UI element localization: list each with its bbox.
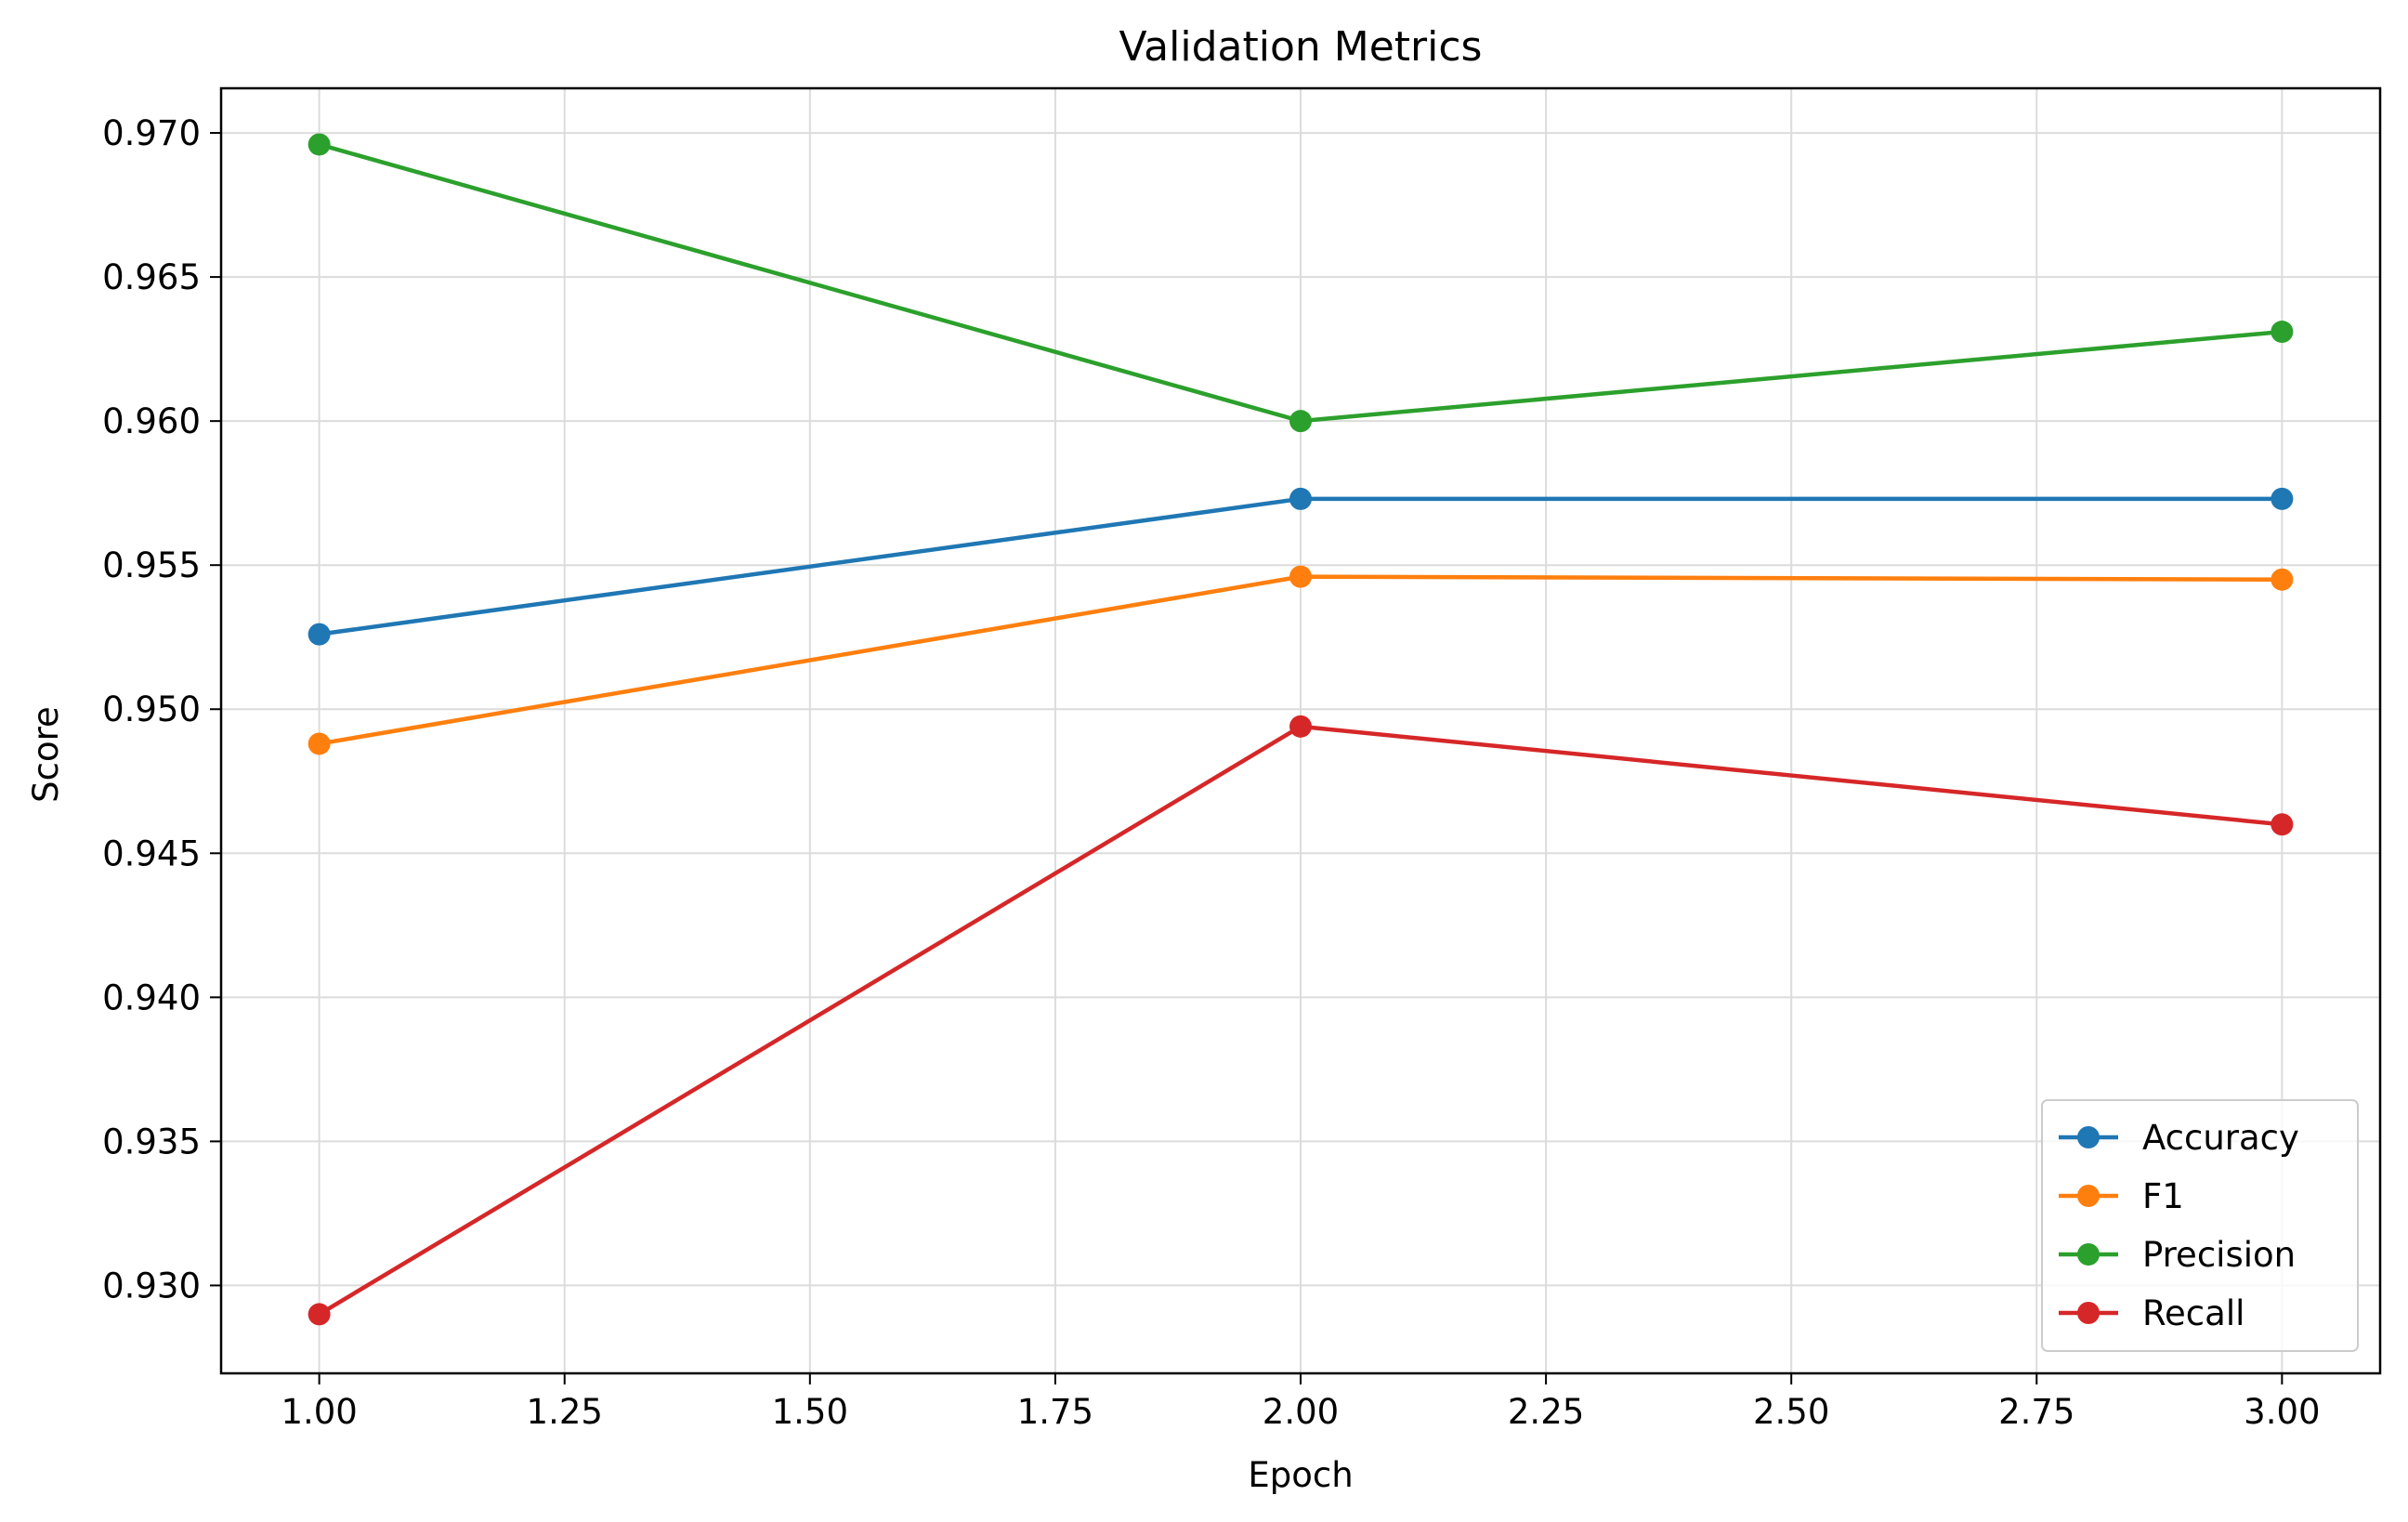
y-tick-label-0: 0.930	[102, 1266, 201, 1306]
series-accuracy	[308, 487, 2294, 646]
legend-box	[2041, 1099, 2359, 1352]
x-tick-label-3: 1.75	[1017, 1392, 1093, 1432]
data-point-precision-0	[308, 133, 331, 156]
data-point-f1-0	[308, 732, 331, 755]
legend-label-f1: F1	[2142, 1176, 2184, 1216]
chart-title: Validation Metrics	[1119, 23, 1483, 71]
y-tick-label-5: 0.955	[102, 545, 201, 585]
legend-swatch-marker-precision	[2077, 1243, 2100, 1266]
y-tick-label-8: 0.970	[102, 113, 201, 153]
data-point-precision-1	[1289, 410, 1312, 433]
data-point-f1-2	[2271, 568, 2294, 591]
series-f1	[308, 565, 2294, 755]
legend: Accuracy F1 Precision Recall	[2041, 1099, 2359, 1352]
y-tick-label-1: 0.935	[102, 1122, 201, 1161]
x-tick-label-8: 3.00	[2244, 1392, 2320, 1432]
data-point-accuracy-0	[308, 623, 331, 646]
data-point-accuracy-2	[2271, 487, 2294, 510]
x-tick-label-7: 2.75	[1998, 1392, 2074, 1432]
x-tick-label-4: 2.00	[1263, 1392, 1339, 1432]
legend-label-accuracy: Accuracy	[2142, 1118, 2299, 1158]
y-tick-label-7: 0.965	[102, 257, 201, 297]
x-tick-label-5: 2.25	[1508, 1392, 1584, 1432]
legend-item-accuracy: Accuracy	[2059, 1118, 2299, 1158]
legend-item-precision: Precision	[2059, 1235, 2296, 1275]
data-point-accuracy-1	[1289, 487, 1312, 510]
x-tick-label-0: 1.00	[281, 1392, 357, 1432]
legend-swatch-marker-accuracy	[2077, 1126, 2100, 1148]
legend-swatch-marker-f1	[2077, 1185, 2100, 1207]
x-tick-label-1: 1.25	[527, 1392, 603, 1432]
x-axis-label: Epoch	[1248, 1455, 1353, 1495]
data-point-recall-1	[1289, 715, 1312, 738]
data-point-recall-2	[2271, 813, 2294, 836]
y-tick-label-2: 0.940	[102, 977, 201, 1017]
axes: 1.00 1.25 1.50 1.75 2.00 2.25 2.50 2.75 3.00 0.93…	[102, 86, 2382, 1432]
data-point-f1-1	[1289, 565, 1312, 588]
legend-label-precision: Precision	[2142, 1235, 2296, 1275]
data-point-recall-0	[308, 1303, 331, 1326]
y-tick-label-3: 0.945	[102, 833, 201, 873]
y-tick-label-6: 0.960	[102, 401, 201, 441]
y-tick-label-4: 0.950	[102, 689, 201, 729]
legend-item-recall: Recall	[2059, 1293, 2244, 1333]
legend-swatch-marker-recall	[2077, 1302, 2100, 1324]
y-axis-label: Score	[26, 706, 66, 803]
x-tick-label-6: 2.50	[1753, 1392, 1829, 1432]
data-point-precision-2	[2271, 321, 2294, 344]
grid	[221, 88, 2380, 1373]
series-precision	[308, 133, 2294, 433]
legend-label-recall: Recall	[2142, 1293, 2244, 1333]
legend-item-f1: F1	[2059, 1176, 2184, 1216]
series-recall	[308, 715, 2294, 1326]
series-layer	[308, 133, 2294, 1326]
x-tick-label-2: 1.50	[772, 1392, 848, 1432]
